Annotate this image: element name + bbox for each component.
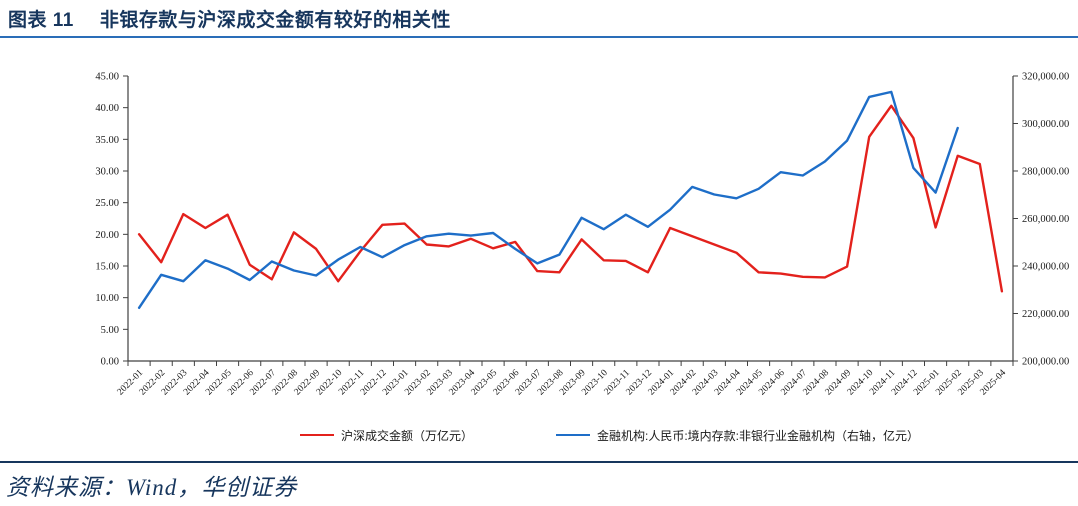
left-axis-tick-label: 0.00: [101, 357, 119, 368]
right-axis-tick-label: 320,000.00: [1022, 72, 1069, 83]
right-axis-tick-label: 200,000.00: [1022, 357, 1069, 368]
legend-item-blue: 金融机构:人民币:境内存款:非银行业金融机构（右轴，亿元）: [556, 426, 919, 444]
red-line-swatch-icon: [300, 434, 334, 436]
left-axis-tick-label: 25.00: [95, 198, 119, 209]
series-line-nonbank-deposits: [137, 90, 959, 309]
right-axis-tick-label: 280,000.00: [1022, 167, 1069, 178]
left-axis-tick-label: 45.00: [95, 72, 119, 83]
left-axis-tick-label: 40.00: [95, 103, 119, 114]
left-axis-tick-label: 15.00: [95, 262, 119, 273]
left-axis-tick-label: 30.00: [95, 167, 119, 178]
right-axis-tick-label: 220,000.00: [1022, 309, 1069, 320]
dual-axis-line-chart: 0.00 5.00 10.00 15.00 20.00 25.00 30.00 35.00 40…: [95, 72, 1069, 398]
right-axis-tick-label: 260,000.00: [1022, 214, 1069, 225]
chart-number-label: 图表 11: [8, 10, 74, 31]
legend-label-red: 沪深成交金额（万亿元）: [341, 428, 474, 443]
chart-title: 图表 11 非银存款与沪深成交金额有较好的相关性: [8, 5, 1070, 32]
data-source-note: 资料来源：Wind，华创证券: [6, 475, 298, 500]
right-axis-tick-label: 300,000.00: [1022, 119, 1069, 130]
blue-line-swatch-icon: [556, 434, 590, 436]
legend-item-red: 沪深成交金额（万亿元）: [300, 426, 473, 444]
series-line-turnover: [137, 104, 1004, 293]
chart-title-text: 非银存款与沪深成交金额有较好的相关性: [99, 10, 451, 31]
left-axis-tick-label: 10.00: [95, 293, 119, 304]
legend-label-blue: 金融机构:人民币:境内存款:非银行业金融机构（右轴，亿元）: [597, 428, 920, 443]
right-axis-tick-label: 240,000.00: [1022, 262, 1069, 273]
footer-rule: [0, 461, 1078, 463]
title-underline-rule: [0, 36, 1078, 38]
left-axis-tick-label: 5.00: [101, 325, 119, 336]
left-axis-tick-label: 35.00: [95, 135, 119, 146]
left-axis-tick-label: 20.00: [95, 230, 119, 241]
